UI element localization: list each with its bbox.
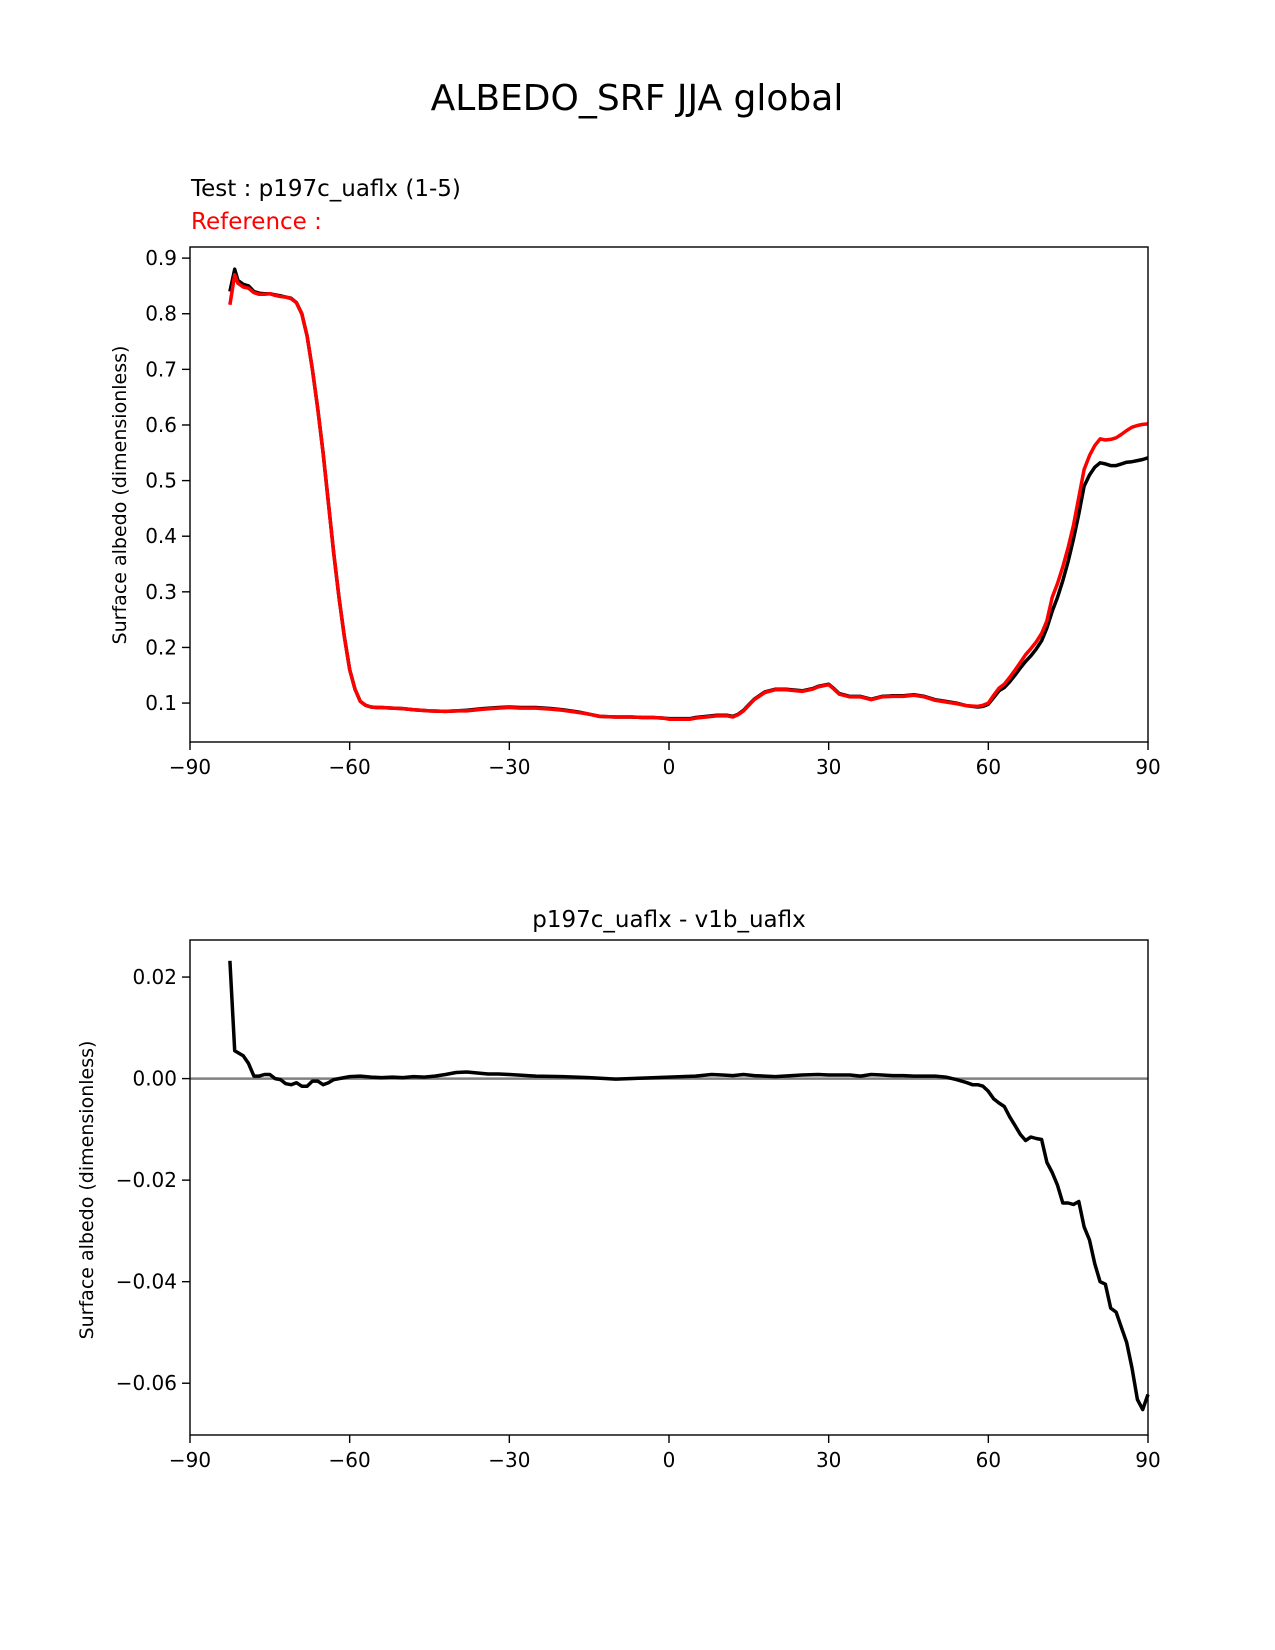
top-xtick-label: −30 xyxy=(488,755,530,779)
top-xtick-label: −90 xyxy=(169,755,211,779)
top-ylabel: Surface albedo (dimensionless) xyxy=(109,346,131,645)
top-ytick-label: 0.7 xyxy=(145,357,177,381)
bottom-ylabel: Surface albedo (dimensionless) xyxy=(76,1041,98,1340)
top-series-line-0 xyxy=(228,267,1149,721)
bottom-xtick-label: −90 xyxy=(169,1448,211,1472)
bottom-title: p197c_uaflx - v1b_uaflx xyxy=(532,907,805,933)
bottom-ytick-label: −0.02 xyxy=(116,1168,177,1192)
top-series-group xyxy=(228,267,1149,721)
top-ytick-label: 0.2 xyxy=(145,635,177,659)
top-ytick-label: 0.9 xyxy=(145,246,177,270)
top-xtick-label: 90 xyxy=(1135,755,1160,779)
bottom-series-group xyxy=(228,960,1150,1412)
bottom-ytick-label: −0.04 xyxy=(116,1270,177,1294)
top-ytick-label: 0.8 xyxy=(145,302,177,326)
bottom-ytick-label: 0.02 xyxy=(132,965,177,989)
top-ytick-label: 0.1 xyxy=(145,691,177,715)
reference-label: Reference : xyxy=(191,209,322,235)
bottom-series-line-0 xyxy=(228,960,1150,1412)
bottom-ytick-label: 0.00 xyxy=(132,1067,177,1091)
figure-title: ALBEDO_SRF JJA global xyxy=(431,78,844,119)
top-ytick-label: 0.3 xyxy=(145,580,177,604)
bottom-axis-ticks: −90 −60 −30 0 30 60 90 0.02 0.00 −0.02 −0.04 −0.06 xyxy=(116,965,1161,1472)
bottom-xtick-label: 90 xyxy=(1135,1448,1160,1472)
bottom-xtick-label: −30 xyxy=(488,1448,530,1472)
top-ytick-label: 0.4 xyxy=(145,524,177,548)
test-label: Test : p197c_uaflx (1-5) xyxy=(190,176,461,202)
bottom-panel: p197c_uaflx - v1b_uaflx Surface albedo (… xyxy=(76,907,1161,1472)
bottom-axes-frame xyxy=(189,939,1149,1436)
bottom-xtick-label: −60 xyxy=(329,1448,371,1472)
bottom-xtick-label: 30 xyxy=(816,1448,841,1472)
top-axes-frame xyxy=(189,246,1149,743)
top-xtick-label: 0 xyxy=(663,755,676,779)
top-panel: Test : p197c_uaflx (1-5) Reference : Sur… xyxy=(109,176,1161,779)
top-xtick-label: 30 xyxy=(816,755,841,779)
top-ytick-label: 0.5 xyxy=(145,469,177,493)
bottom-xtick-label: 60 xyxy=(976,1448,1001,1472)
top-xtick-label: −60 xyxy=(329,755,371,779)
top-ytick-label: 0.6 xyxy=(145,413,177,437)
bottom-xtick-label: 0 xyxy=(663,1448,676,1472)
bottom-ytick-label: −0.06 xyxy=(116,1371,177,1395)
top-xtick-label: 60 xyxy=(976,755,1001,779)
top-series-line-1 xyxy=(228,273,1149,721)
top-axis-ticks: −90 −60 −30 0 30 60 90 0.1 0.2 0.3 0.4 0.5 0.6 0.7 0.8… xyxy=(145,246,1161,779)
